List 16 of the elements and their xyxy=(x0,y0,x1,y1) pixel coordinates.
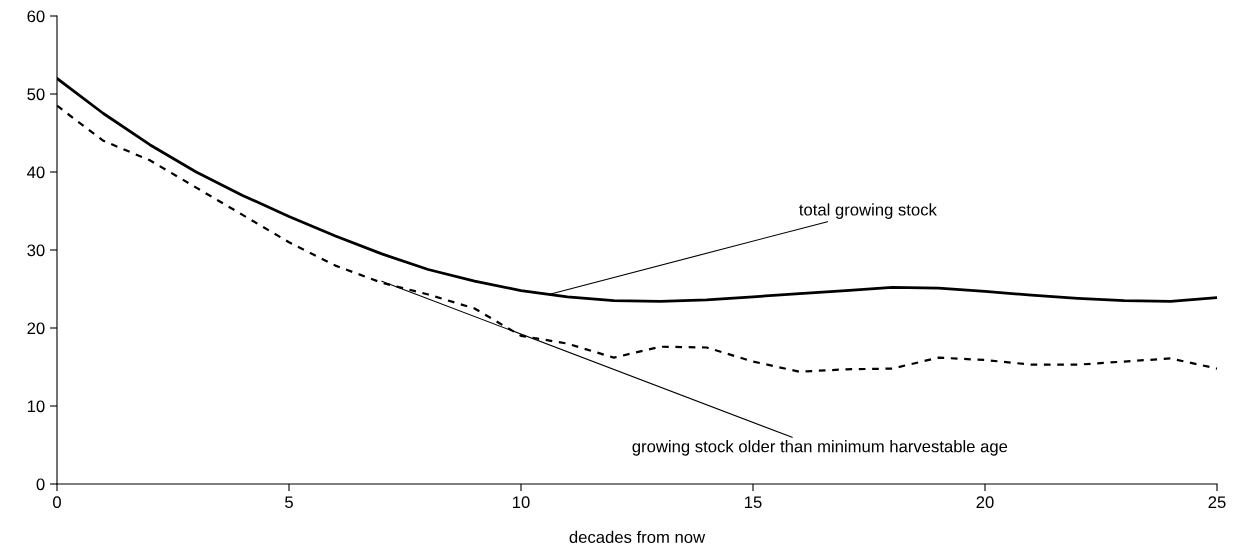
x-tick-label: 15 xyxy=(745,496,762,509)
x-tick-label: 0 xyxy=(53,496,61,509)
y-tick-label: 40 xyxy=(27,166,45,179)
y-tick-label: 0 xyxy=(36,478,45,491)
annotation: total growing stock xyxy=(799,203,937,219)
annotation: growing stock older than minimum harvestable age xyxy=(632,440,1008,456)
x-tick-label: 25 xyxy=(1208,496,1226,509)
x-tick-label: 5 xyxy=(285,496,293,509)
x-tick-label: 10 xyxy=(513,496,530,509)
x-axis-title: decades from now xyxy=(569,530,706,544)
y-tick-label: 10 xyxy=(27,400,45,413)
y-tick-label: 30 xyxy=(27,244,45,257)
x-tick-label: 20 xyxy=(976,496,994,509)
y-tick-label: 60 xyxy=(27,10,45,23)
y-tick-label: 50 xyxy=(27,88,45,101)
y-tick-label: 20 xyxy=(27,322,45,335)
